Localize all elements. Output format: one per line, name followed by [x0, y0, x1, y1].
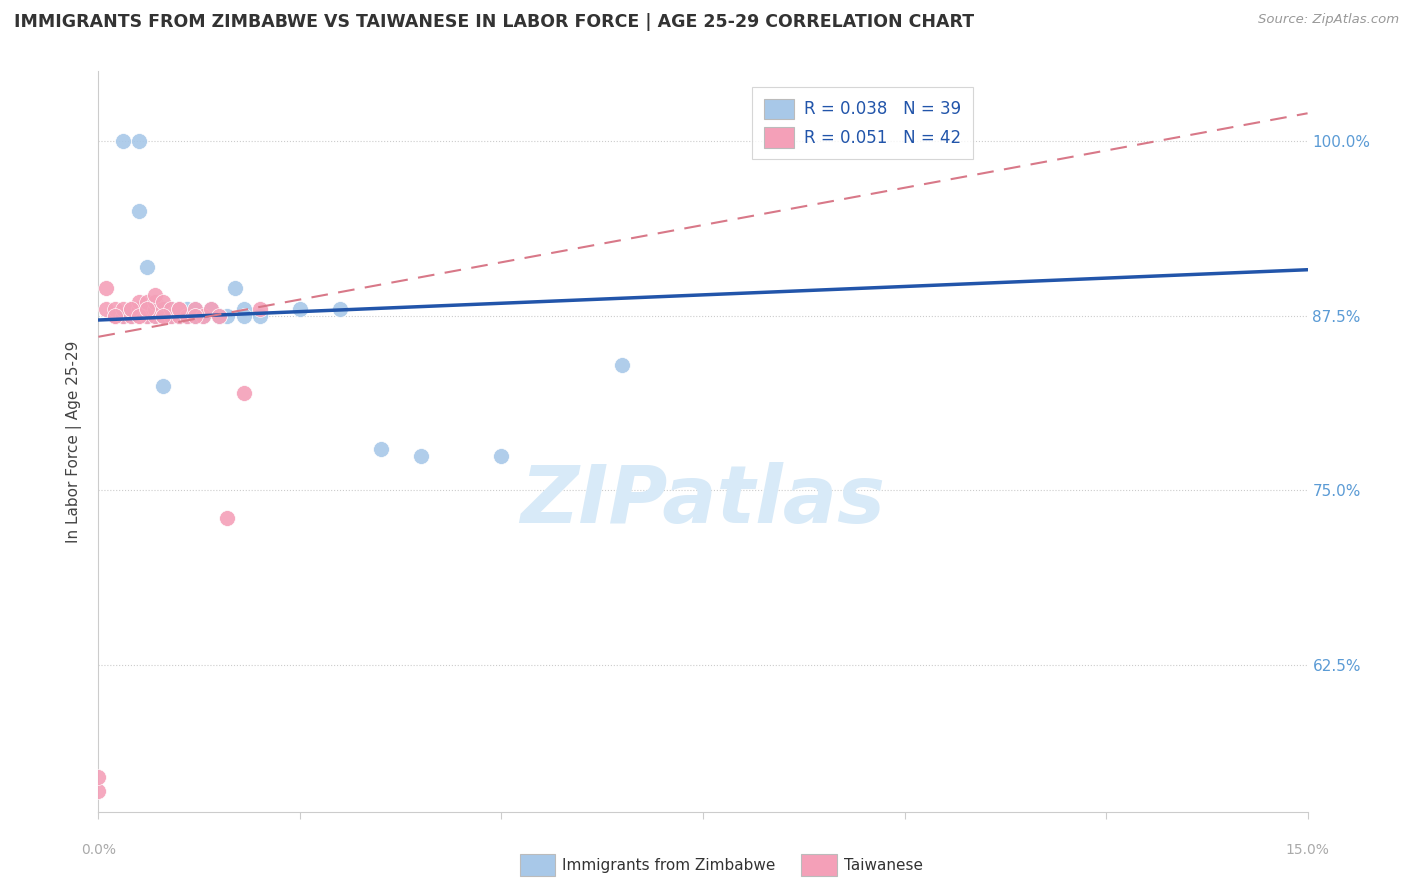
Point — [135, 294, 157, 309]
Point — [491, 449, 513, 463]
Point — [184, 309, 207, 323]
Point — [87, 784, 110, 798]
Point — [87, 770, 110, 784]
Point — [143, 309, 166, 323]
Text: IMMIGRANTS FROM ZIMBABWE VS TAIWANESE IN LABOR FORCE | AGE 25-29 CORRELATION CHA: IMMIGRANTS FROM ZIMBABWE VS TAIWANESE IN… — [14, 13, 974, 31]
Point — [184, 309, 207, 323]
Point — [167, 309, 190, 323]
Point — [167, 301, 190, 316]
Point — [217, 511, 239, 525]
Point — [152, 301, 174, 316]
Point — [224, 281, 246, 295]
Point — [193, 309, 215, 323]
Point — [111, 309, 134, 323]
Point — [200, 301, 222, 316]
Point — [152, 378, 174, 392]
Point — [152, 309, 174, 323]
Point — [208, 309, 231, 323]
Point — [143, 301, 166, 316]
Point — [135, 301, 157, 316]
Point — [128, 309, 150, 323]
Point — [152, 309, 174, 323]
Point — [167, 309, 190, 323]
Point — [128, 204, 150, 219]
Point — [409, 449, 432, 463]
Legend: R = 0.038   N = 39, R = 0.051   N = 42: R = 0.038 N = 39, R = 0.051 N = 42 — [752, 87, 973, 160]
Text: 0.0%: 0.0% — [82, 843, 115, 857]
Point — [120, 301, 142, 316]
Text: Source: ZipAtlas.com: Source: ZipAtlas.com — [1258, 13, 1399, 27]
Point — [329, 301, 352, 316]
Point — [249, 301, 271, 316]
Point — [184, 301, 207, 316]
Point — [288, 301, 311, 316]
Point — [120, 301, 142, 316]
Point — [143, 294, 166, 309]
Text: Immigrants from Zimbabwe: Immigrants from Zimbabwe — [562, 858, 776, 872]
Point — [111, 134, 134, 148]
Text: Taiwanese: Taiwanese — [844, 858, 922, 872]
Point — [176, 301, 198, 316]
Point — [370, 442, 392, 456]
Point — [96, 301, 118, 316]
Point — [160, 309, 183, 323]
Point — [232, 309, 254, 323]
Point — [184, 309, 207, 323]
Point — [208, 309, 231, 323]
Point — [128, 301, 150, 316]
Point — [135, 301, 157, 316]
Point — [249, 309, 271, 323]
Point — [103, 301, 125, 316]
Point — [167, 301, 190, 316]
Point — [217, 309, 239, 323]
Point — [103, 309, 125, 323]
Point — [160, 309, 183, 323]
Point — [152, 309, 174, 323]
Y-axis label: In Labor Force | Age 25-29: In Labor Force | Age 25-29 — [66, 341, 83, 542]
Point — [111, 309, 134, 323]
Point — [120, 309, 142, 323]
Point — [200, 301, 222, 316]
Point — [152, 309, 174, 323]
Point — [612, 358, 634, 372]
Text: 15.0%: 15.0% — [1285, 843, 1330, 857]
Point — [135, 309, 157, 323]
Point — [176, 309, 198, 323]
Point — [152, 301, 174, 316]
Point — [184, 301, 207, 316]
Point — [143, 301, 166, 316]
Text: ZIPatlas: ZIPatlas — [520, 462, 886, 540]
Point — [152, 294, 174, 309]
Point — [232, 385, 254, 400]
Point — [232, 301, 254, 316]
Point — [135, 309, 157, 323]
Point — [111, 301, 134, 316]
Point — [176, 309, 198, 323]
Point — [128, 294, 150, 309]
Point — [128, 309, 150, 323]
Point — [160, 301, 183, 316]
Point — [143, 288, 166, 302]
Point — [143, 309, 166, 323]
Point — [208, 309, 231, 323]
Point — [128, 134, 150, 148]
Point — [160, 301, 183, 316]
Point — [120, 309, 142, 323]
Point — [167, 309, 190, 323]
Point — [193, 309, 215, 323]
Point — [103, 309, 125, 323]
Point — [135, 260, 157, 274]
Point — [96, 281, 118, 295]
Point — [167, 301, 190, 316]
Point — [135, 301, 157, 316]
